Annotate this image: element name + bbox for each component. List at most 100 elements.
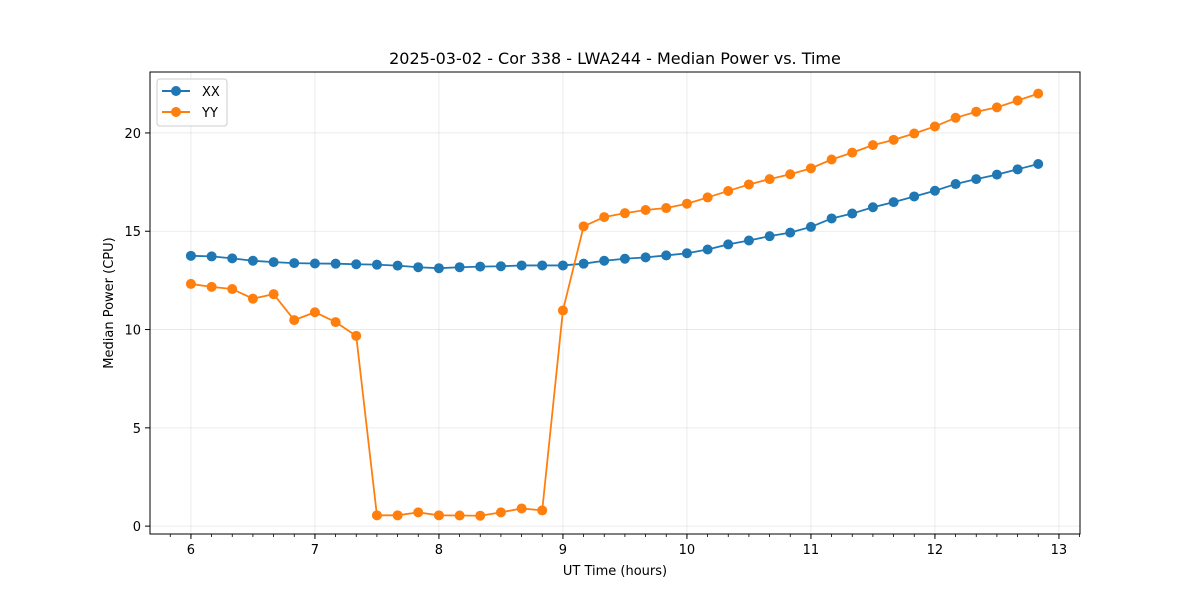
data-point-xx xyxy=(330,258,341,269)
data-point-xx xyxy=(268,257,279,268)
data-point-yy xyxy=(495,507,506,518)
data-point-xx xyxy=(185,250,196,261)
legend-label-yy: YY xyxy=(201,106,218,121)
data-point-xx xyxy=(785,227,796,238)
data-point-yy xyxy=(206,281,217,292)
chart-title: 2025-03-02 - Cor 338 - LWA244 - Median P… xyxy=(389,49,841,68)
data-point-xx xyxy=(950,179,961,190)
data-point-yy xyxy=(743,179,754,190)
legend-label-xx: XX xyxy=(202,85,220,100)
legend-marker-xx xyxy=(171,86,181,96)
data-point-xx xyxy=(805,221,816,232)
x-tick-label: 13 xyxy=(1051,543,1068,558)
data-point-yy xyxy=(909,128,920,139)
data-point-xx xyxy=(309,258,320,269)
data-point-yy xyxy=(847,147,858,158)
data-point-xx xyxy=(867,202,878,213)
y-tick-label: 10 xyxy=(124,324,141,339)
data-point-yy xyxy=(723,185,734,196)
data-point-yy xyxy=(785,169,796,180)
data-point-yy xyxy=(640,205,651,216)
data-point-yy xyxy=(475,510,486,521)
data-point-yy xyxy=(413,507,424,518)
data-point-yy xyxy=(371,510,382,521)
data-point-yy xyxy=(268,289,279,300)
x-tick-label: 6 xyxy=(187,543,195,558)
data-point-yy xyxy=(867,140,878,151)
series-layer xyxy=(185,88,1044,521)
data-point-xx xyxy=(289,258,300,269)
y-tick-label: 20 xyxy=(124,127,141,142)
data-point-xx xyxy=(702,244,713,255)
data-point-yy xyxy=(950,112,961,123)
data-point-yy xyxy=(1033,88,1044,99)
data-point-xx xyxy=(640,252,651,263)
x-tick-label: 11 xyxy=(803,543,820,558)
data-point-xx xyxy=(764,231,775,242)
data-point-xx xyxy=(847,208,858,219)
y-tick-label: 0 xyxy=(133,520,141,535)
data-point-xx xyxy=(516,260,527,271)
data-point-xx xyxy=(909,191,920,202)
data-point-xx xyxy=(371,259,382,270)
data-point-xx xyxy=(1012,164,1023,175)
data-point-xx xyxy=(351,259,362,270)
data-point-yy xyxy=(991,102,1002,113)
data-point-yy xyxy=(929,121,940,132)
data-point-xx xyxy=(206,251,217,262)
data-point-xx xyxy=(888,197,899,208)
data-point-xx xyxy=(454,262,465,273)
data-point-xx xyxy=(475,261,486,272)
data-point-xx xyxy=(433,263,444,274)
data-point-yy xyxy=(1012,95,1023,106)
data-point-yy xyxy=(516,503,527,514)
x-tick-label: 9 xyxy=(559,543,567,558)
y-tick-label: 5 xyxy=(133,422,141,437)
data-point-yy xyxy=(227,284,238,295)
data-point-yy xyxy=(826,154,837,165)
data-point-yy xyxy=(599,212,610,223)
data-point-yy xyxy=(557,305,568,316)
data-point-yy xyxy=(454,510,465,521)
data-point-xx xyxy=(681,248,692,259)
data-point-xx xyxy=(392,260,403,271)
data-point-yy xyxy=(971,106,982,117)
data-point-yy xyxy=(330,317,341,328)
data-point-yy xyxy=(681,198,692,209)
data-point-xx xyxy=(991,169,1002,180)
data-point-xx xyxy=(557,260,568,271)
y-tick-label: 15 xyxy=(124,225,141,240)
data-point-yy xyxy=(537,505,548,516)
data-point-xx xyxy=(247,255,258,266)
data-point-yy xyxy=(661,203,672,214)
data-point-xx xyxy=(723,239,734,250)
data-point-yy xyxy=(578,221,589,232)
x-tick-label: 10 xyxy=(679,543,696,558)
data-point-yy xyxy=(289,315,300,326)
data-point-xx xyxy=(413,262,424,273)
grid-lines xyxy=(150,72,1080,534)
data-point-xx xyxy=(537,260,548,271)
data-point-xx xyxy=(826,213,837,224)
data-point-xx xyxy=(578,258,589,269)
data-point-yy xyxy=(247,293,258,304)
legend-marker-yy xyxy=(171,107,181,117)
data-point-yy xyxy=(309,307,320,318)
data-point-xx xyxy=(661,250,672,261)
x-axis-label: UT Time (hours) xyxy=(563,564,667,579)
data-point-yy xyxy=(392,510,403,521)
data-point-yy xyxy=(351,330,362,341)
y-axis-label: Median Power (CPU) xyxy=(102,237,117,368)
data-point-xx xyxy=(495,261,506,272)
data-point-xx xyxy=(599,255,610,266)
x-tick-label: 7 xyxy=(311,543,319,558)
x-tick-label: 12 xyxy=(927,543,944,558)
data-point-xx xyxy=(227,253,238,264)
data-point-yy xyxy=(619,208,630,219)
data-point-yy xyxy=(764,174,775,185)
data-point-yy xyxy=(888,134,899,145)
data-point-xx xyxy=(929,185,940,196)
legend: XX YY xyxy=(156,78,228,127)
data-point-yy xyxy=(702,192,713,203)
